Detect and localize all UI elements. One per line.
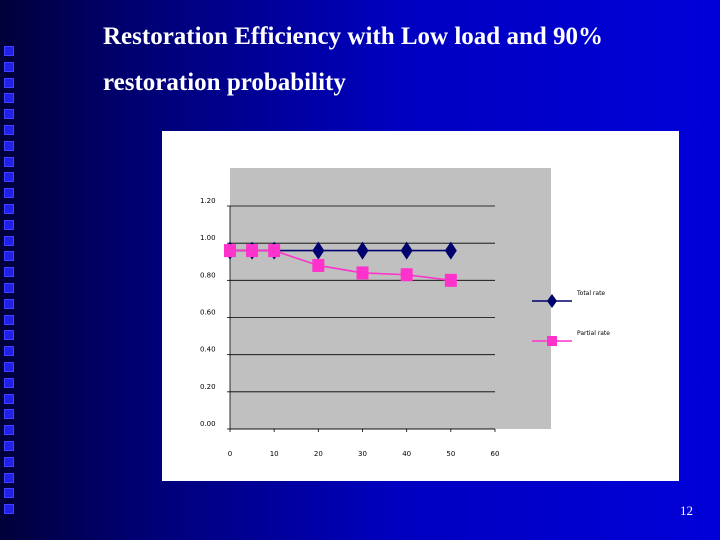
- decorative-square: [4, 203, 14, 214]
- decorative-square: [4, 314, 14, 325]
- x-tick-label: 60: [491, 450, 500, 458]
- slide-title-line-1: Restoration Efficiency with Low load and…: [103, 23, 603, 50]
- y-tick-label: 1.00: [200, 234, 216, 242]
- data-point-total-rate: [400, 241, 413, 260]
- slide-title: Restoration Efficiency with Low load and…: [103, 14, 703, 106]
- decorative-square: [4, 330, 14, 341]
- decorative-square: [4, 267, 14, 278]
- decorative-square: [4, 77, 14, 88]
- data-point-partial-rate: [400, 268, 413, 282]
- decorative-square: [4, 298, 14, 309]
- decorative-square: [4, 124, 14, 135]
- slide-title-line-2: restoration probability: [103, 69, 346, 96]
- decorative-square: [4, 140, 14, 151]
- x-tick-label: 20: [314, 450, 323, 458]
- y-tick-label: 0.80: [200, 271, 216, 279]
- decorative-square: [4, 456, 14, 467]
- data-point-total-rate: [356, 241, 369, 260]
- decorative-square: [4, 219, 14, 230]
- decorative-square: [4, 346, 14, 357]
- decorative-square: [4, 109, 14, 120]
- decorative-square: [4, 46, 14, 56]
- y-tick-label: 0.40: [200, 346, 216, 354]
- decorative-square: [4, 156, 14, 167]
- x-tick-label: 10: [270, 450, 279, 458]
- x-tick-label: 30: [358, 450, 367, 458]
- decorative-square: [4, 504, 14, 515]
- bullet-square-column: [4, 46, 18, 520]
- decorative-square: [4, 172, 14, 183]
- decorative-square: [4, 440, 14, 451]
- decorative-square: [4, 488, 14, 499]
- data-point-partial-rate: [224, 244, 236, 258]
- data-point-partial-rate: [356, 266, 369, 280]
- y-tick-label: 0.60: [200, 309, 216, 317]
- legend-label-total-rate: Total rate: [576, 290, 605, 297]
- decorative-square: [4, 93, 14, 104]
- legend-marker-total-rate: [547, 294, 557, 308]
- chart-frame: 1.20 1.00 0.80 0.60 0.40 0.20 0.00 0 10 20 30 40 50 6…: [162, 131, 679, 481]
- decorative-square: [4, 472, 14, 483]
- x-tick-label: 50: [446, 450, 455, 458]
- y-tick-label: 0.00: [200, 420, 216, 428]
- data-point-partial-rate: [268, 244, 281, 258]
- data-point-partial-rate: [312, 258, 325, 272]
- decorative-square: [4, 282, 14, 293]
- data-point-partial-rate: [246, 244, 259, 258]
- data-point-partial-rate: [444, 273, 457, 287]
- line-chart: 1.20 1.00 0.80 0.60 0.40 0.20 0.00 0 10 20 30 40 50 6…: [200, 168, 610, 458]
- y-tick-label: 0.20: [200, 383, 216, 391]
- decorative-square: [4, 61, 14, 72]
- plot-area: [230, 168, 551, 429]
- y-tick-label: 1.20: [200, 197, 216, 205]
- decorative-square: [4, 393, 14, 404]
- decorative-square: [4, 361, 14, 372]
- legend-marker-partial-rate: [547, 336, 557, 346]
- decorative-square: [4, 409, 14, 420]
- decorative-square: [4, 235, 14, 246]
- data-point-total-rate: [444, 241, 457, 260]
- x-tick-label: 0: [228, 450, 232, 458]
- decorative-square: [4, 188, 14, 199]
- decorative-square: [4, 377, 14, 388]
- legend-label-partial-rate: Partial rate: [577, 330, 610, 337]
- decorative-square: [4, 425, 14, 436]
- page-number: 12: [680, 503, 693, 518]
- data-point-total-rate: [312, 241, 325, 260]
- x-tick-label: 40: [402, 450, 411, 458]
- decorative-square: [4, 251, 14, 262]
